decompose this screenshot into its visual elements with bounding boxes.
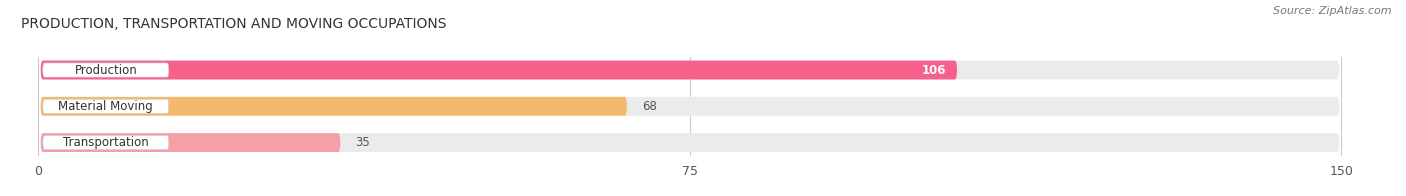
Text: 35: 35	[356, 136, 370, 149]
FancyBboxPatch shape	[41, 61, 1340, 79]
FancyBboxPatch shape	[41, 97, 1340, 116]
FancyBboxPatch shape	[42, 99, 169, 113]
FancyBboxPatch shape	[42, 63, 169, 77]
Text: Material Moving: Material Moving	[59, 100, 153, 113]
Text: Production: Production	[75, 64, 138, 76]
Text: PRODUCTION, TRANSPORTATION AND MOVING OCCUPATIONS: PRODUCTION, TRANSPORTATION AND MOVING OC…	[21, 17, 447, 31]
Text: Transportation: Transportation	[63, 136, 149, 149]
FancyBboxPatch shape	[41, 133, 1340, 152]
Text: 106: 106	[922, 64, 946, 76]
FancyBboxPatch shape	[41, 133, 340, 152]
Text: Source: ZipAtlas.com: Source: ZipAtlas.com	[1274, 6, 1392, 16]
FancyBboxPatch shape	[41, 97, 627, 116]
FancyBboxPatch shape	[42, 135, 169, 150]
FancyBboxPatch shape	[41, 61, 957, 79]
Text: 68: 68	[643, 100, 657, 113]
